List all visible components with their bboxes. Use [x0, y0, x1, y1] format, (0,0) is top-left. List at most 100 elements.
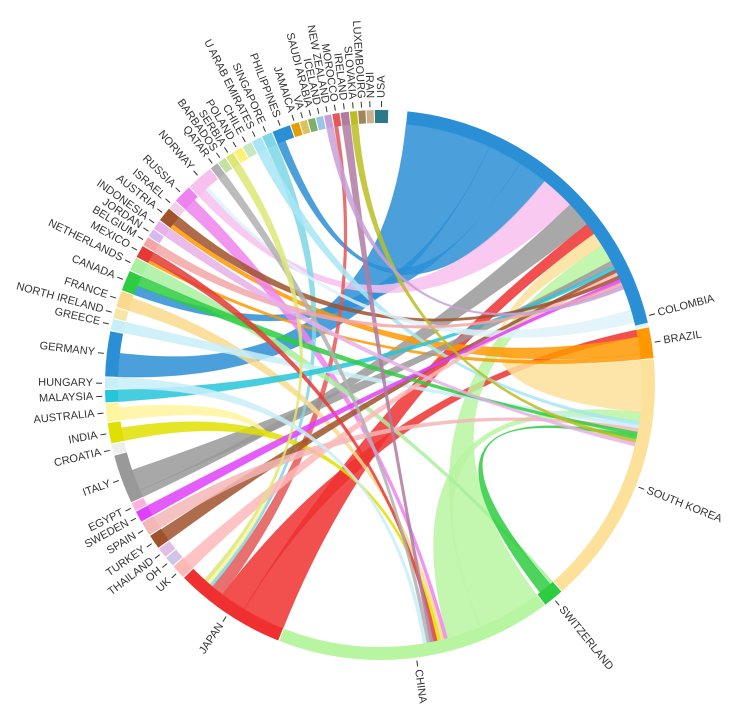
arc-iceland [315, 115, 326, 131]
tick-ireland [342, 103, 345, 110]
label-germany: GERMANY [39, 340, 96, 358]
tick-jamaica [291, 114, 295, 121]
ribbon-hungary-to-china [117, 377, 428, 644]
arc-new-zealand [324, 114, 334, 129]
arc-thailand [159, 540, 176, 557]
arc-ireland [340, 111, 351, 126]
arc-barbados [218, 157, 233, 174]
tick-saudi-arabia [308, 109, 312, 116]
label-slovakia: SLOVAKIA [341, 45, 358, 100]
arc-jordan [148, 229, 164, 244]
tick-serbia [223, 147, 229, 153]
tick-qatar [208, 158, 213, 164]
arc-morocco [332, 113, 342, 127]
arc-usa [374, 110, 389, 124]
tick-philippines [277, 119, 281, 126]
ribbon-russia-to-china [184, 199, 448, 640]
arc-oh [166, 549, 183, 566]
tick-switzerland [554, 600, 560, 606]
ribbon-netherlands-to-switzerland [141, 263, 554, 585]
arc-germany [105, 331, 124, 377]
tick-uk [171, 573, 177, 579]
arc-indonesia [153, 220, 170, 236]
arc-egypt [131, 497, 147, 511]
tick-israel [165, 198, 171, 204]
tick-croatia [103, 449, 110, 453]
tick-belgium [137, 236, 144, 241]
arc-malaysia [105, 389, 119, 403]
arc-va [299, 119, 311, 135]
arc-usa-main [406, 111, 648, 326]
tick-egypt [125, 507, 132, 512]
tick-va [300, 112, 303, 119]
tick-austria [157, 208, 163, 213]
tick-france [110, 295, 117, 299]
tick-oh [162, 563, 168, 568]
tick-jordan [143, 227, 149, 232]
tick-morocco [333, 104, 336, 111]
label-colombia: COLOMBIA [656, 293, 716, 319]
arc-qatar [210, 163, 226, 179]
tick-russia [175, 187, 181, 193]
arc-north-ireland [113, 307, 129, 322]
label-australia: AUSTRALIA [33, 408, 96, 426]
label-india: INDIA [68, 429, 100, 446]
tick-brazil [654, 340, 661, 343]
tick-netherlands [124, 259, 131, 264]
tick-new-zealand [325, 106, 328, 113]
ribbon-france-to-china [128, 297, 445, 641]
arc-croatia [111, 441, 127, 455]
arc-israel [169, 201, 185, 217]
arc-belgium [143, 237, 160, 252]
tick-singapore [262, 126, 266, 132]
arc-slovakia [349, 110, 359, 125]
tick-colombia [649, 313, 656, 316]
tick-thailand [154, 554, 161, 559]
arc-jamaica [290, 122, 303, 138]
tick-germany [97, 352, 104, 354]
tick-indonesia [148, 219, 155, 224]
label-croatia: CROATIA [53, 446, 103, 469]
arc-italy [114, 452, 144, 503]
tick-south-korea [638, 486, 645, 490]
arc-uk [173, 557, 193, 578]
arc-singapore [262, 132, 277, 149]
tick-u-arab-emirates [251, 131, 256, 137]
arc-greece [110, 319, 126, 333]
arc-chile [242, 142, 257, 159]
tick-poland [232, 141, 237, 148]
tick-italy [113, 479, 120, 483]
arc-austria [159, 208, 179, 228]
tick-australia [97, 412, 104, 415]
label-iran: IRAN [363, 72, 376, 99]
arc-switzerland [537, 581, 562, 605]
label-luxembourg: LUXEMBOURG [350, 20, 367, 99]
arc-netherlands [130, 257, 148, 276]
tick-barbados [215, 152, 221, 159]
ribbon-japan-to-morocco [211, 125, 348, 596]
ribbon-layer [117, 123, 643, 644]
arc-sweden [135, 505, 153, 522]
arc-japan [184, 568, 284, 641]
arc-iran [366, 110, 374, 124]
arc-canada [121, 271, 142, 295]
arc-brazil [636, 327, 654, 360]
arc-france [116, 291, 134, 311]
ribbon-china-to-south-korea [433, 409, 642, 639]
tick-sweden [130, 517, 137, 522]
label-japan: JAPAN [197, 621, 226, 657]
tick-japan [222, 616, 227, 622]
arc-layer [105, 110, 655, 660]
label-italy: ITALY [81, 478, 113, 499]
label-switzerland: SWITZERLAND [556, 604, 615, 673]
tick-slovakia [352, 102, 354, 109]
label-china: CHINA [412, 669, 429, 705]
tick-turkey [146, 543, 152, 548]
arc-u-arab-emirates [251, 137, 267, 154]
label-malaysia: MALAYSIA [39, 391, 94, 405]
tick-north-ireland [105, 310, 112, 313]
arc-australia [105, 402, 121, 423]
tick-india [100, 433, 107, 436]
arc-saudi-arabia [307, 117, 318, 133]
tick-mexico [131, 246, 138, 251]
